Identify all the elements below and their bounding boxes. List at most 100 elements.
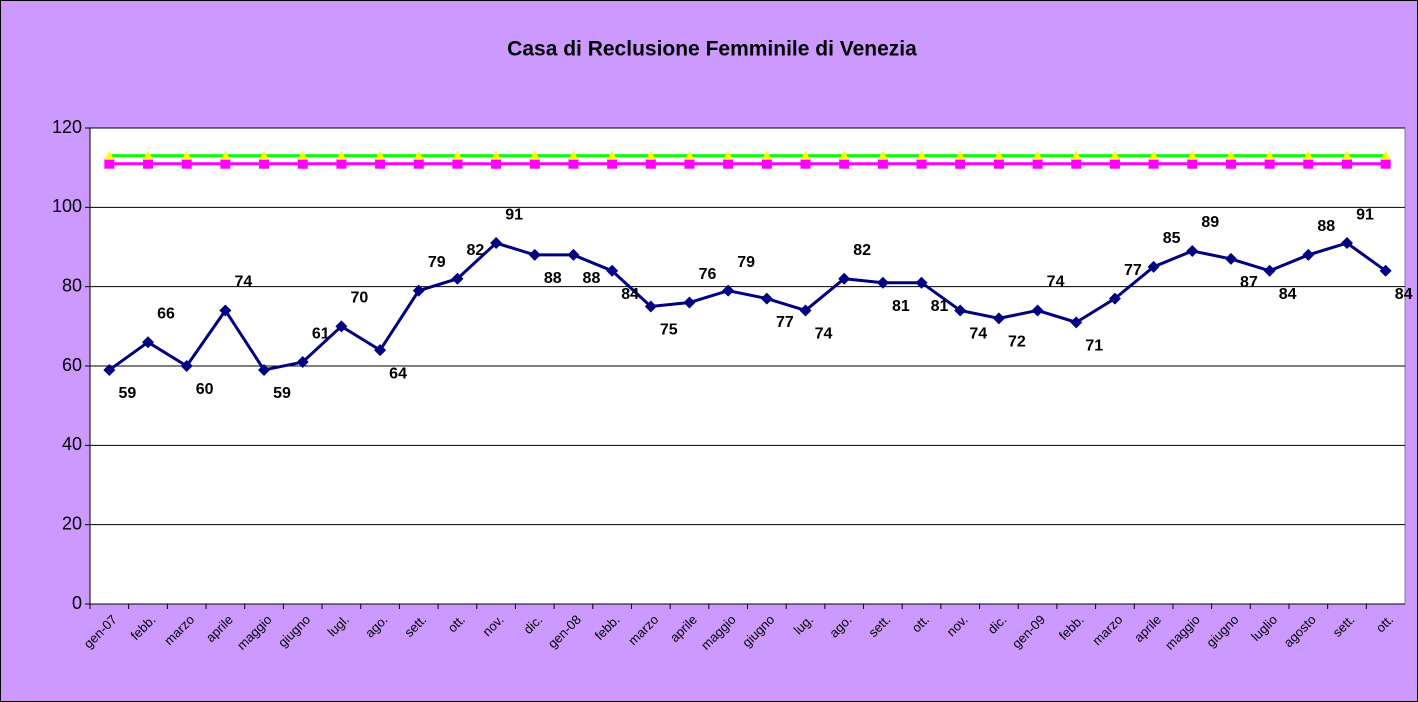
marker	[800, 158, 811, 169]
marker	[684, 158, 695, 169]
marker	[607, 150, 618, 160]
marker	[916, 158, 927, 169]
marker	[915, 276, 928, 289]
data-label: 74	[234, 274, 252, 291]
marker	[1187, 150, 1198, 160]
marker	[103, 363, 116, 376]
marker	[529, 150, 540, 160]
marker	[335, 320, 348, 333]
y-tick-label: 20	[62, 513, 82, 533]
marker	[645, 150, 656, 160]
marker	[683, 296, 696, 309]
data-label: 64	[389, 365, 407, 382]
data-label: 91	[1356, 206, 1374, 223]
data-label: 82	[467, 242, 485, 259]
marker	[181, 150, 192, 160]
data-label: 61	[312, 325, 330, 342]
marker	[761, 158, 772, 169]
marker	[1225, 150, 1236, 160]
marker	[1341, 150, 1352, 160]
data-label: 75	[660, 322, 678, 339]
marker	[567, 248, 580, 261]
marker	[491, 158, 502, 169]
marker	[297, 158, 308, 169]
marker	[1148, 150, 1159, 160]
data-label: 91	[505, 206, 523, 223]
marker	[412, 284, 425, 297]
marker	[259, 150, 270, 160]
marker	[723, 150, 734, 160]
y-tick-label: 80	[62, 275, 82, 295]
y-tick-label: 40	[62, 434, 82, 454]
data-label: 84	[1395, 286, 1413, 303]
marker	[955, 150, 966, 160]
marker	[877, 158, 888, 169]
data-label: 74	[1047, 274, 1065, 291]
marker	[916, 150, 927, 160]
marker	[297, 150, 308, 160]
data-label: 81	[892, 298, 910, 315]
marker	[180, 360, 193, 372]
marker	[568, 158, 579, 169]
marker	[876, 276, 889, 289]
marker	[142, 336, 155, 349]
marker	[839, 150, 850, 160]
marker	[219, 304, 232, 317]
marker	[645, 158, 656, 169]
marker	[1031, 304, 1044, 317]
marker	[413, 150, 424, 160]
marker	[181, 158, 192, 169]
marker	[723, 158, 734, 169]
marker	[490, 237, 503, 250]
marker	[452, 158, 463, 169]
marker	[374, 344, 387, 357]
data-label: 89	[1201, 214, 1219, 231]
data-label: 71	[1085, 338, 1103, 355]
data-label: 59	[118, 385, 136, 402]
marker	[375, 150, 386, 160]
marker	[1109, 158, 1120, 169]
marker	[1109, 150, 1120, 160]
marker	[451, 272, 464, 285]
data-label: 79	[737, 254, 755, 271]
marker	[452, 150, 463, 160]
marker	[1303, 150, 1314, 160]
series-line	[108, 241, 1387, 372]
marker	[1379, 264, 1392, 277]
marker	[1032, 150, 1043, 160]
marker	[644, 300, 657, 313]
marker	[606, 264, 619, 277]
marker	[1303, 158, 1314, 169]
y-tick-label: 60	[62, 355, 82, 375]
marker	[1071, 150, 1082, 160]
marker	[258, 363, 271, 376]
marker	[143, 158, 154, 169]
data-label: 88	[583, 270, 601, 287]
marker	[143, 150, 154, 160]
marker	[799, 304, 812, 317]
marker	[336, 158, 347, 169]
data-label: 79	[428, 254, 446, 271]
marker	[296, 356, 309, 369]
marker	[1264, 158, 1275, 169]
marker	[528, 248, 541, 261]
marker	[336, 150, 347, 160]
marker	[839, 158, 850, 169]
marker	[1225, 158, 1236, 169]
data-label: 74	[969, 326, 987, 343]
marker	[1032, 158, 1043, 169]
marker	[761, 150, 772, 160]
data-label: 72	[1008, 334, 1026, 351]
y-tick-label: 0	[72, 593, 82, 613]
marker	[955, 158, 966, 169]
marker	[800, 150, 811, 160]
marker	[104, 158, 115, 169]
marker	[1070, 316, 1083, 329]
marker	[1341, 158, 1352, 169]
marker	[1071, 158, 1082, 169]
marker	[722, 284, 735, 297]
data-label: 82	[853, 242, 871, 259]
data-label: 81	[931, 298, 949, 315]
marker	[1147, 260, 1160, 273]
